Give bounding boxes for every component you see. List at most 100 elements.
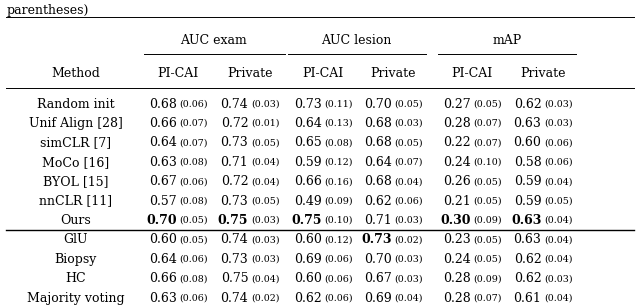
Text: 0.63: 0.63 bbox=[148, 156, 177, 169]
Text: nnCLR [11]: nnCLR [11] bbox=[39, 195, 112, 208]
Text: 0.60: 0.60 bbox=[513, 136, 541, 149]
Text: GlU: GlU bbox=[63, 233, 88, 246]
Text: (0.04): (0.04) bbox=[394, 294, 423, 303]
Text: 0.21: 0.21 bbox=[444, 195, 471, 208]
Text: 0.59: 0.59 bbox=[294, 156, 322, 169]
Text: (0.06): (0.06) bbox=[324, 255, 353, 264]
Text: (0.09): (0.09) bbox=[474, 274, 502, 283]
Text: 0.74: 0.74 bbox=[221, 233, 248, 246]
Text: (0.02): (0.02) bbox=[251, 294, 280, 303]
Text: 0.67: 0.67 bbox=[149, 175, 177, 188]
Text: 0.72: 0.72 bbox=[221, 175, 248, 188]
Text: (0.12): (0.12) bbox=[324, 158, 353, 167]
Text: (0.05): (0.05) bbox=[179, 235, 208, 245]
Text: 0.62: 0.62 bbox=[364, 195, 392, 208]
Text: 0.72: 0.72 bbox=[221, 117, 248, 130]
Text: (0.16): (0.16) bbox=[324, 177, 353, 186]
Text: (0.05): (0.05) bbox=[474, 255, 502, 264]
Text: 0.23: 0.23 bbox=[444, 233, 471, 246]
Text: 0.27: 0.27 bbox=[444, 98, 471, 111]
Text: Majority voting: Majority voting bbox=[27, 292, 124, 305]
Text: 0.70: 0.70 bbox=[146, 214, 177, 227]
Text: (0.05): (0.05) bbox=[474, 99, 502, 109]
Text: (0.01): (0.01) bbox=[251, 119, 280, 128]
Text: 0.73: 0.73 bbox=[221, 136, 248, 149]
Text: (0.03): (0.03) bbox=[394, 216, 423, 225]
Text: (0.04): (0.04) bbox=[544, 255, 573, 264]
Text: (0.07): (0.07) bbox=[474, 294, 502, 303]
Text: 0.24: 0.24 bbox=[444, 156, 471, 169]
Text: (0.03): (0.03) bbox=[394, 119, 423, 128]
Text: MoCo [16]: MoCo [16] bbox=[42, 156, 109, 169]
Text: 0.69: 0.69 bbox=[294, 253, 322, 266]
Text: 0.64: 0.64 bbox=[364, 156, 392, 169]
Text: (0.05): (0.05) bbox=[474, 177, 502, 186]
Text: 0.66: 0.66 bbox=[294, 175, 322, 188]
Text: PI-CAI: PI-CAI bbox=[303, 67, 344, 80]
Text: (0.06): (0.06) bbox=[544, 158, 573, 167]
Text: 0.28: 0.28 bbox=[444, 292, 471, 305]
Text: (0.05): (0.05) bbox=[394, 99, 423, 109]
Text: 0.62: 0.62 bbox=[294, 292, 322, 305]
Text: 0.63: 0.63 bbox=[513, 117, 541, 130]
Text: (0.03): (0.03) bbox=[394, 255, 423, 264]
Text: (0.07): (0.07) bbox=[179, 119, 208, 128]
Text: 0.58: 0.58 bbox=[514, 156, 541, 169]
Text: (0.13): (0.13) bbox=[324, 119, 353, 128]
Text: 0.73: 0.73 bbox=[221, 253, 248, 266]
Text: (0.06): (0.06) bbox=[324, 294, 353, 303]
Text: Private: Private bbox=[370, 67, 416, 80]
Text: 0.68: 0.68 bbox=[148, 98, 177, 111]
Text: 0.68: 0.68 bbox=[364, 175, 392, 188]
Text: Private: Private bbox=[520, 67, 566, 80]
Text: (0.04): (0.04) bbox=[251, 274, 280, 283]
Text: PI-CAI: PI-CAI bbox=[157, 67, 198, 80]
Text: 0.68: 0.68 bbox=[364, 136, 392, 149]
Text: 0.63: 0.63 bbox=[148, 292, 177, 305]
Text: 0.69: 0.69 bbox=[364, 292, 392, 305]
Text: Private: Private bbox=[227, 67, 273, 80]
Text: 0.60: 0.60 bbox=[294, 272, 322, 285]
Text: PI-CAI: PI-CAI bbox=[452, 67, 493, 80]
Text: 0.66: 0.66 bbox=[148, 117, 177, 130]
Text: (0.04): (0.04) bbox=[251, 177, 280, 186]
Text: (0.07): (0.07) bbox=[394, 158, 423, 167]
Text: (0.04): (0.04) bbox=[544, 177, 573, 186]
Text: 0.26: 0.26 bbox=[444, 175, 471, 188]
Text: (0.03): (0.03) bbox=[251, 255, 280, 264]
Text: AUC lesion: AUC lesion bbox=[321, 34, 392, 47]
Text: (0.05): (0.05) bbox=[251, 138, 280, 148]
Text: (0.03): (0.03) bbox=[544, 99, 573, 109]
Text: HC: HC bbox=[65, 272, 86, 285]
Text: (0.04): (0.04) bbox=[544, 235, 573, 245]
Text: (0.10): (0.10) bbox=[324, 216, 353, 225]
Text: (0.07): (0.07) bbox=[179, 138, 208, 148]
Text: Biopsy: Biopsy bbox=[54, 253, 97, 266]
Text: 0.24: 0.24 bbox=[444, 253, 471, 266]
Text: (0.06): (0.06) bbox=[179, 294, 208, 303]
Text: 0.61: 0.61 bbox=[513, 292, 541, 305]
Text: 0.59: 0.59 bbox=[514, 195, 541, 208]
Text: (0.11): (0.11) bbox=[324, 99, 353, 109]
Text: (0.05): (0.05) bbox=[251, 197, 280, 206]
Text: 0.70: 0.70 bbox=[364, 98, 392, 111]
Text: 0.73: 0.73 bbox=[294, 98, 322, 111]
Text: 0.71: 0.71 bbox=[221, 156, 248, 169]
Text: (0.02): (0.02) bbox=[394, 235, 423, 245]
Text: 0.65: 0.65 bbox=[294, 136, 322, 149]
Text: (0.03): (0.03) bbox=[251, 216, 280, 225]
Text: 0.71: 0.71 bbox=[364, 214, 392, 227]
Text: 0.57: 0.57 bbox=[149, 195, 177, 208]
Text: (0.08): (0.08) bbox=[179, 158, 208, 167]
Text: mAP: mAP bbox=[492, 34, 522, 47]
Text: 0.63: 0.63 bbox=[513, 233, 541, 246]
Text: Unif Align [28]: Unif Align [28] bbox=[29, 117, 122, 130]
Text: (0.09): (0.09) bbox=[324, 197, 353, 206]
Text: 0.64: 0.64 bbox=[148, 253, 177, 266]
Text: (0.07): (0.07) bbox=[474, 138, 502, 148]
Text: 0.63: 0.63 bbox=[511, 214, 541, 227]
Text: parentheses): parentheses) bbox=[6, 4, 89, 17]
Text: (0.03): (0.03) bbox=[544, 119, 573, 128]
Text: 0.73: 0.73 bbox=[221, 195, 248, 208]
Text: Random init: Random init bbox=[36, 98, 115, 111]
